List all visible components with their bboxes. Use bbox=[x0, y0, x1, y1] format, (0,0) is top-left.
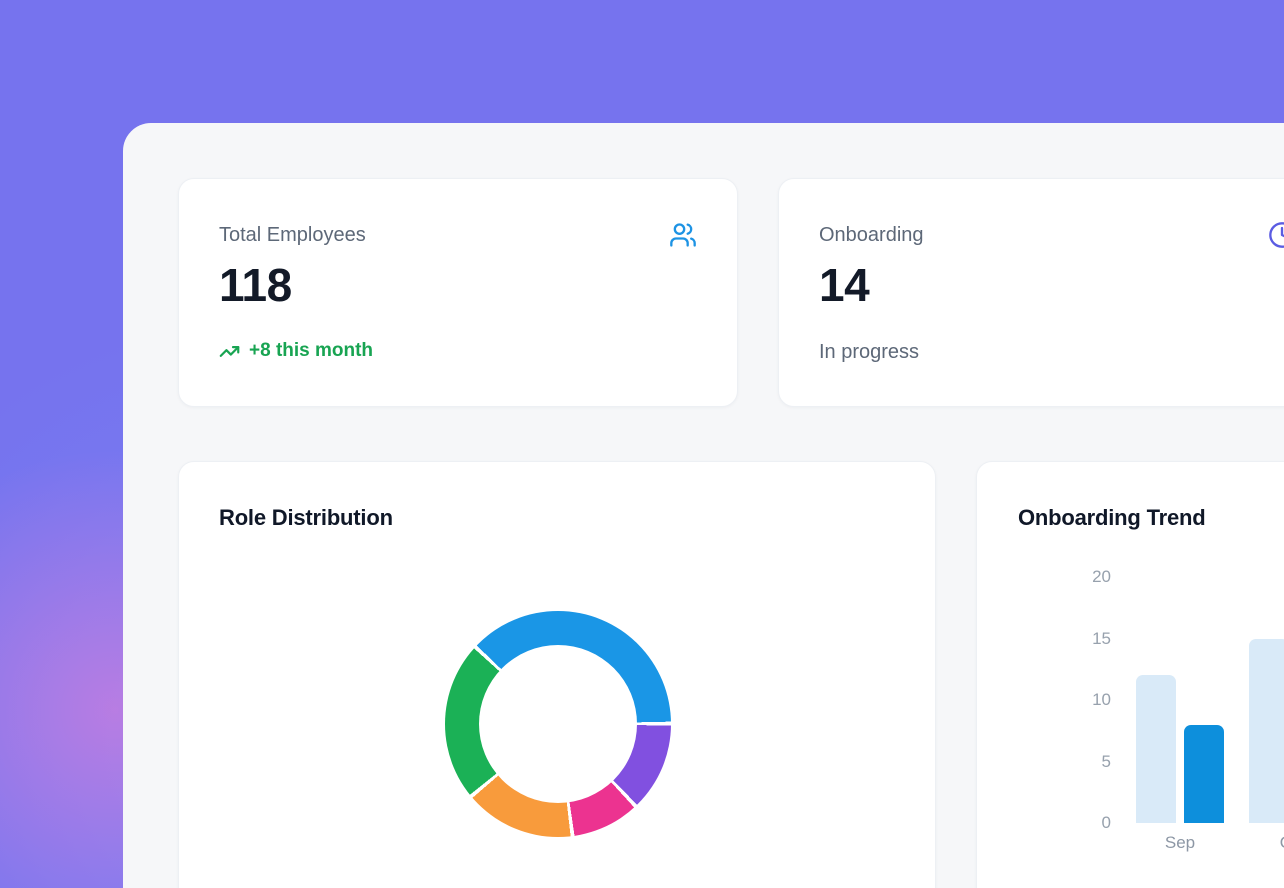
role-distribution-donut bbox=[445, 611, 671, 837]
y-axis-tick-label: 10 bbox=[1092, 690, 1111, 709]
stat-status: In progress bbox=[819, 341, 920, 363]
dashboard-panel: Total Employees 118 +8 this month bbox=[123, 123, 1284, 888]
total-employees-card: Total Employees 118 +8 this month bbox=[178, 178, 738, 407]
onboarding-trend-plot: 0 5 10 15 20 Sep Oct bbox=[977, 462, 1284, 888]
stat-label: Onboarding bbox=[819, 224, 924, 246]
bar-sep-series-light bbox=[1136, 675, 1176, 823]
bar-oct-series-light bbox=[1249, 638, 1284, 823]
y-axis-tick-label: 5 bbox=[1101, 751, 1111, 771]
stat-delta-text: +8 this month bbox=[249, 340, 374, 361]
x-axis-category-label: Sep bbox=[1164, 833, 1196, 852]
y-axis-tick-label: 15 bbox=[1092, 628, 1111, 648]
stat-value: 118 bbox=[219, 259, 292, 311]
bar-sep-series-dark bbox=[1184, 724, 1224, 823]
stat-delta: +8 this month bbox=[219, 339, 373, 363]
y-axis-tick-label: 20 bbox=[1092, 567, 1111, 586]
users-icon bbox=[669, 221, 697, 249]
stat-value: 14 bbox=[819, 259, 870, 311]
y-axis-tick-label: 0 bbox=[1101, 813, 1111, 832]
role-distribution-card: Role Distribution bbox=[178, 461, 936, 888]
stat-label: Total Employees bbox=[219, 224, 366, 246]
onboarding-trend-card: Onboarding Trend 0 5 10 15 20 Sep Oct bbox=[976, 461, 1284, 888]
chart-title: Role Distribution bbox=[219, 505, 393, 530]
trending-up-icon bbox=[219, 341, 240, 362]
onboarding-card: Onboarding 14 In progress bbox=[778, 178, 1284, 407]
x-axis-category-label: Oct bbox=[1249, 833, 1284, 853]
donut-hole bbox=[479, 645, 637, 803]
clock-icon bbox=[1268, 221, 1284, 249]
chart-title: Onboarding Trend bbox=[1018, 505, 1206, 530]
